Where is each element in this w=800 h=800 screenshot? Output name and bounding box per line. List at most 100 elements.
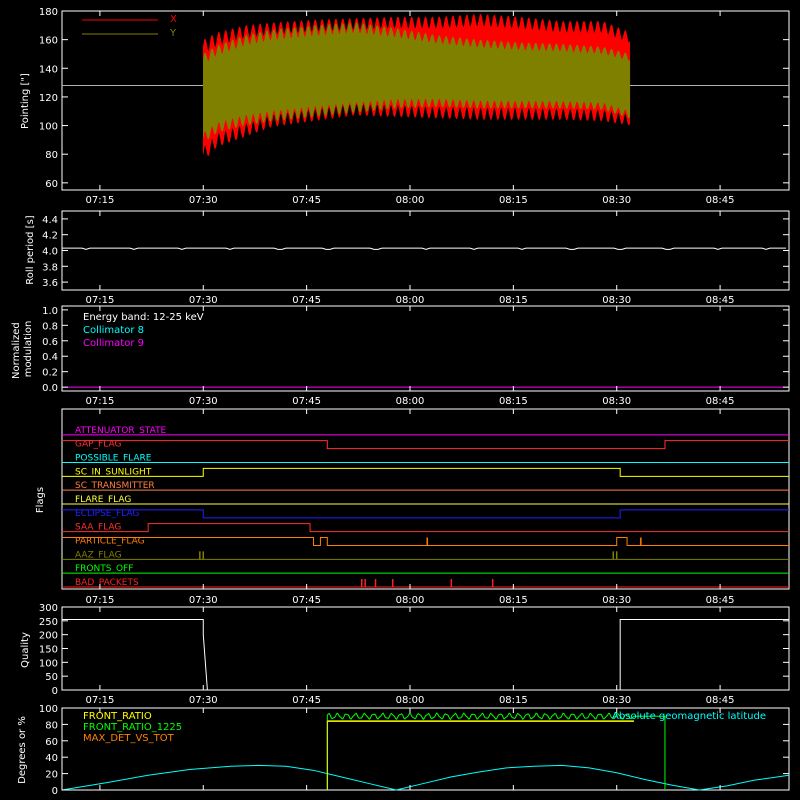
- time-tick-label: 08:15: [499, 396, 528, 407]
- y-tick-label: 100: [39, 658, 58, 669]
- flag-label: FRONTS_OFF: [75, 564, 133, 574]
- time-tick-label: 08:30: [602, 695, 631, 706]
- time-tick-label: 08:45: [706, 195, 735, 206]
- flag-label: ECLIPSE_FLAG: [75, 509, 139, 519]
- flag-label: AAZ_FLAG: [75, 550, 122, 560]
- y-tick-label: 20: [45, 770, 58, 781]
- time-tick-label: 08:15: [499, 695, 528, 706]
- time-tick-label: 07:15: [85, 595, 114, 606]
- time-tick-label: 07:30: [189, 595, 218, 606]
- time-tick-label: 07:30: [189, 396, 218, 407]
- y-tick-label: 160: [39, 36, 58, 47]
- ratios-frame: [61, 707, 790, 791]
- roll-period-line: [62, 247, 786, 250]
- flags-panel: ATTENUATOR_STATE GAP_FLAG POSSIBLE_FLARE SC…: [35, 408, 790, 606]
- time-tick-label: 08:00: [396, 595, 425, 606]
- flag-label: SC_IN_SUNLIGHT: [75, 467, 152, 477]
- flag-label: FLARE_FLAG: [75, 495, 131, 505]
- time-tick-label: 08:00: [396, 396, 425, 407]
- time-tick-label: 07:45: [292, 595, 321, 606]
- y-tick-label: 300: [39, 603, 58, 614]
- y-tick-label: 60: [45, 737, 58, 748]
- flag-trace: [62, 509, 789, 519]
- pointing-frame: [61, 10, 790, 191]
- y-tick-label: 100: [39, 122, 58, 133]
- y-tick-label: 100: [39, 704, 58, 715]
- y-tick-label: 4.0: [42, 247, 58, 258]
- y-tick-label: 0.6: [42, 337, 58, 348]
- quality-panel: 0 50 100 150 200 250 300 07:15 07:30 07:45 08:00 0…: [20, 603, 790, 706]
- time-tick-label: 07:15: [85, 396, 114, 407]
- y-tick-label: 200: [39, 631, 58, 642]
- time-tick-label: 08:45: [706, 595, 735, 606]
- y-tick-label: 3.8: [42, 262, 58, 273]
- time-tick-label: 07:45: [292, 295, 321, 306]
- legend-front-ratio-1225: FRONT_RATIO_1225: [83, 722, 182, 733]
- flag-label: ATTENUATOR_STATE: [75, 426, 167, 436]
- legend-x-label: X: [170, 14, 177, 25]
- legend-y-label: Y: [169, 28, 177, 39]
- front-ratio-1225-line: [326, 712, 666, 790]
- time-tick-label: 08:00: [396, 195, 425, 206]
- modulation-ylabel: Normalized modulation: [11, 319, 34, 379]
- ratios-panel: 0 20 40 60 80 100 Degrees or % FRONT_RATIO FR…: [17, 704, 790, 797]
- y-tick-label: 80: [45, 720, 58, 731]
- time-tick-label: 07:45: [292, 396, 321, 407]
- y-tick-label: 0: [52, 686, 58, 697]
- flag-trace: [62, 523, 789, 533]
- time-tick-label: 08:30: [602, 595, 631, 606]
- time-tick-label: 08:45: [706, 295, 735, 306]
- time-tick-label: 08:30: [602, 396, 631, 407]
- time-tick-label: 08:45: [706, 396, 735, 407]
- flags-frame: [61, 408, 790, 590]
- flag-label: PARTICLE_FLAG: [75, 537, 145, 547]
- legend-max-det-vs-tot: MAX_DET_VS_TOT: [83, 733, 175, 744]
- flag-trace: [62, 537, 789, 546]
- y-tick-label: 50: [45, 672, 58, 683]
- time-tick-label: 07:30: [189, 695, 218, 706]
- pointing-band-y: [203, 22, 631, 140]
- time-tick-label: 07:45: [292, 695, 321, 706]
- time-tick-label: 08:15: [499, 295, 528, 306]
- y-tick-label: 250: [39, 617, 58, 628]
- y-tick-label: 120: [39, 93, 58, 104]
- y-tick-label: 4.2: [42, 231, 58, 242]
- annotation-collimator-8: Collimator 8: [83, 325, 144, 336]
- flag-label: SC_TRANSMITTER: [75, 481, 155, 491]
- pointing-ylabel: Pointing ["]: [20, 73, 31, 129]
- modulation-ylabel-line2: modulation: [23, 321, 34, 378]
- y-tick-label: 140: [39, 64, 58, 75]
- time-tick-label: 08:00: [396, 695, 425, 706]
- roll-ylabel: Roll period [s]: [25, 215, 36, 284]
- time-tick-label: 08:15: [499, 595, 528, 606]
- ratios-ylabel: Degrees or %: [17, 716, 28, 784]
- y-tick-label: 0.0: [42, 383, 58, 394]
- legend-geomagnetic-latitude: Absolute geomagnetic latitude: [612, 711, 766, 722]
- flag-label: POSSIBLE_FLARE: [75, 454, 152, 464]
- y-tick-label: 40: [45, 753, 58, 764]
- y-tick-label: 0.4: [42, 352, 58, 363]
- flags-ylabel: Flags: [35, 487, 46, 513]
- pointing-legend: X Y: [82, 14, 177, 39]
- y-tick-label: 0.2: [42, 368, 58, 379]
- y-tick-label: 1.0: [42, 306, 58, 317]
- y-tick-label: 0: [52, 786, 58, 797]
- y-tick-label: 150: [39, 645, 58, 656]
- flag-label: SAA_FLAG: [75, 523, 121, 533]
- modulation-ylabel-line1: Normalized: [11, 322, 22, 379]
- flag-label: BAD_PACKETS: [75, 578, 139, 588]
- time-tick-label: 08:00: [396, 295, 425, 306]
- modulation-frame: [61, 305, 790, 392]
- time-tick-label: 08:45: [706, 695, 735, 706]
- annotation-energy-band: Energy band: 12-25 keV: [83, 312, 204, 323]
- y-tick-label: 60: [45, 179, 58, 190]
- quality-line: [62, 618, 789, 691]
- time-tick-label: 07:30: [189, 295, 218, 306]
- flag-trace: [62, 440, 789, 450]
- time-tick-label: 07:45: [292, 195, 321, 206]
- modulation-panel: 0.0 0.2 0.4 0.6 0.8 1.0 07:15 07:30 07:45 08:00 0…: [11, 305, 790, 407]
- time-tick-label: 07:30: [189, 195, 218, 206]
- y-tick-label: 0.8: [42, 321, 58, 332]
- time-tick-label: 07:15: [85, 295, 114, 306]
